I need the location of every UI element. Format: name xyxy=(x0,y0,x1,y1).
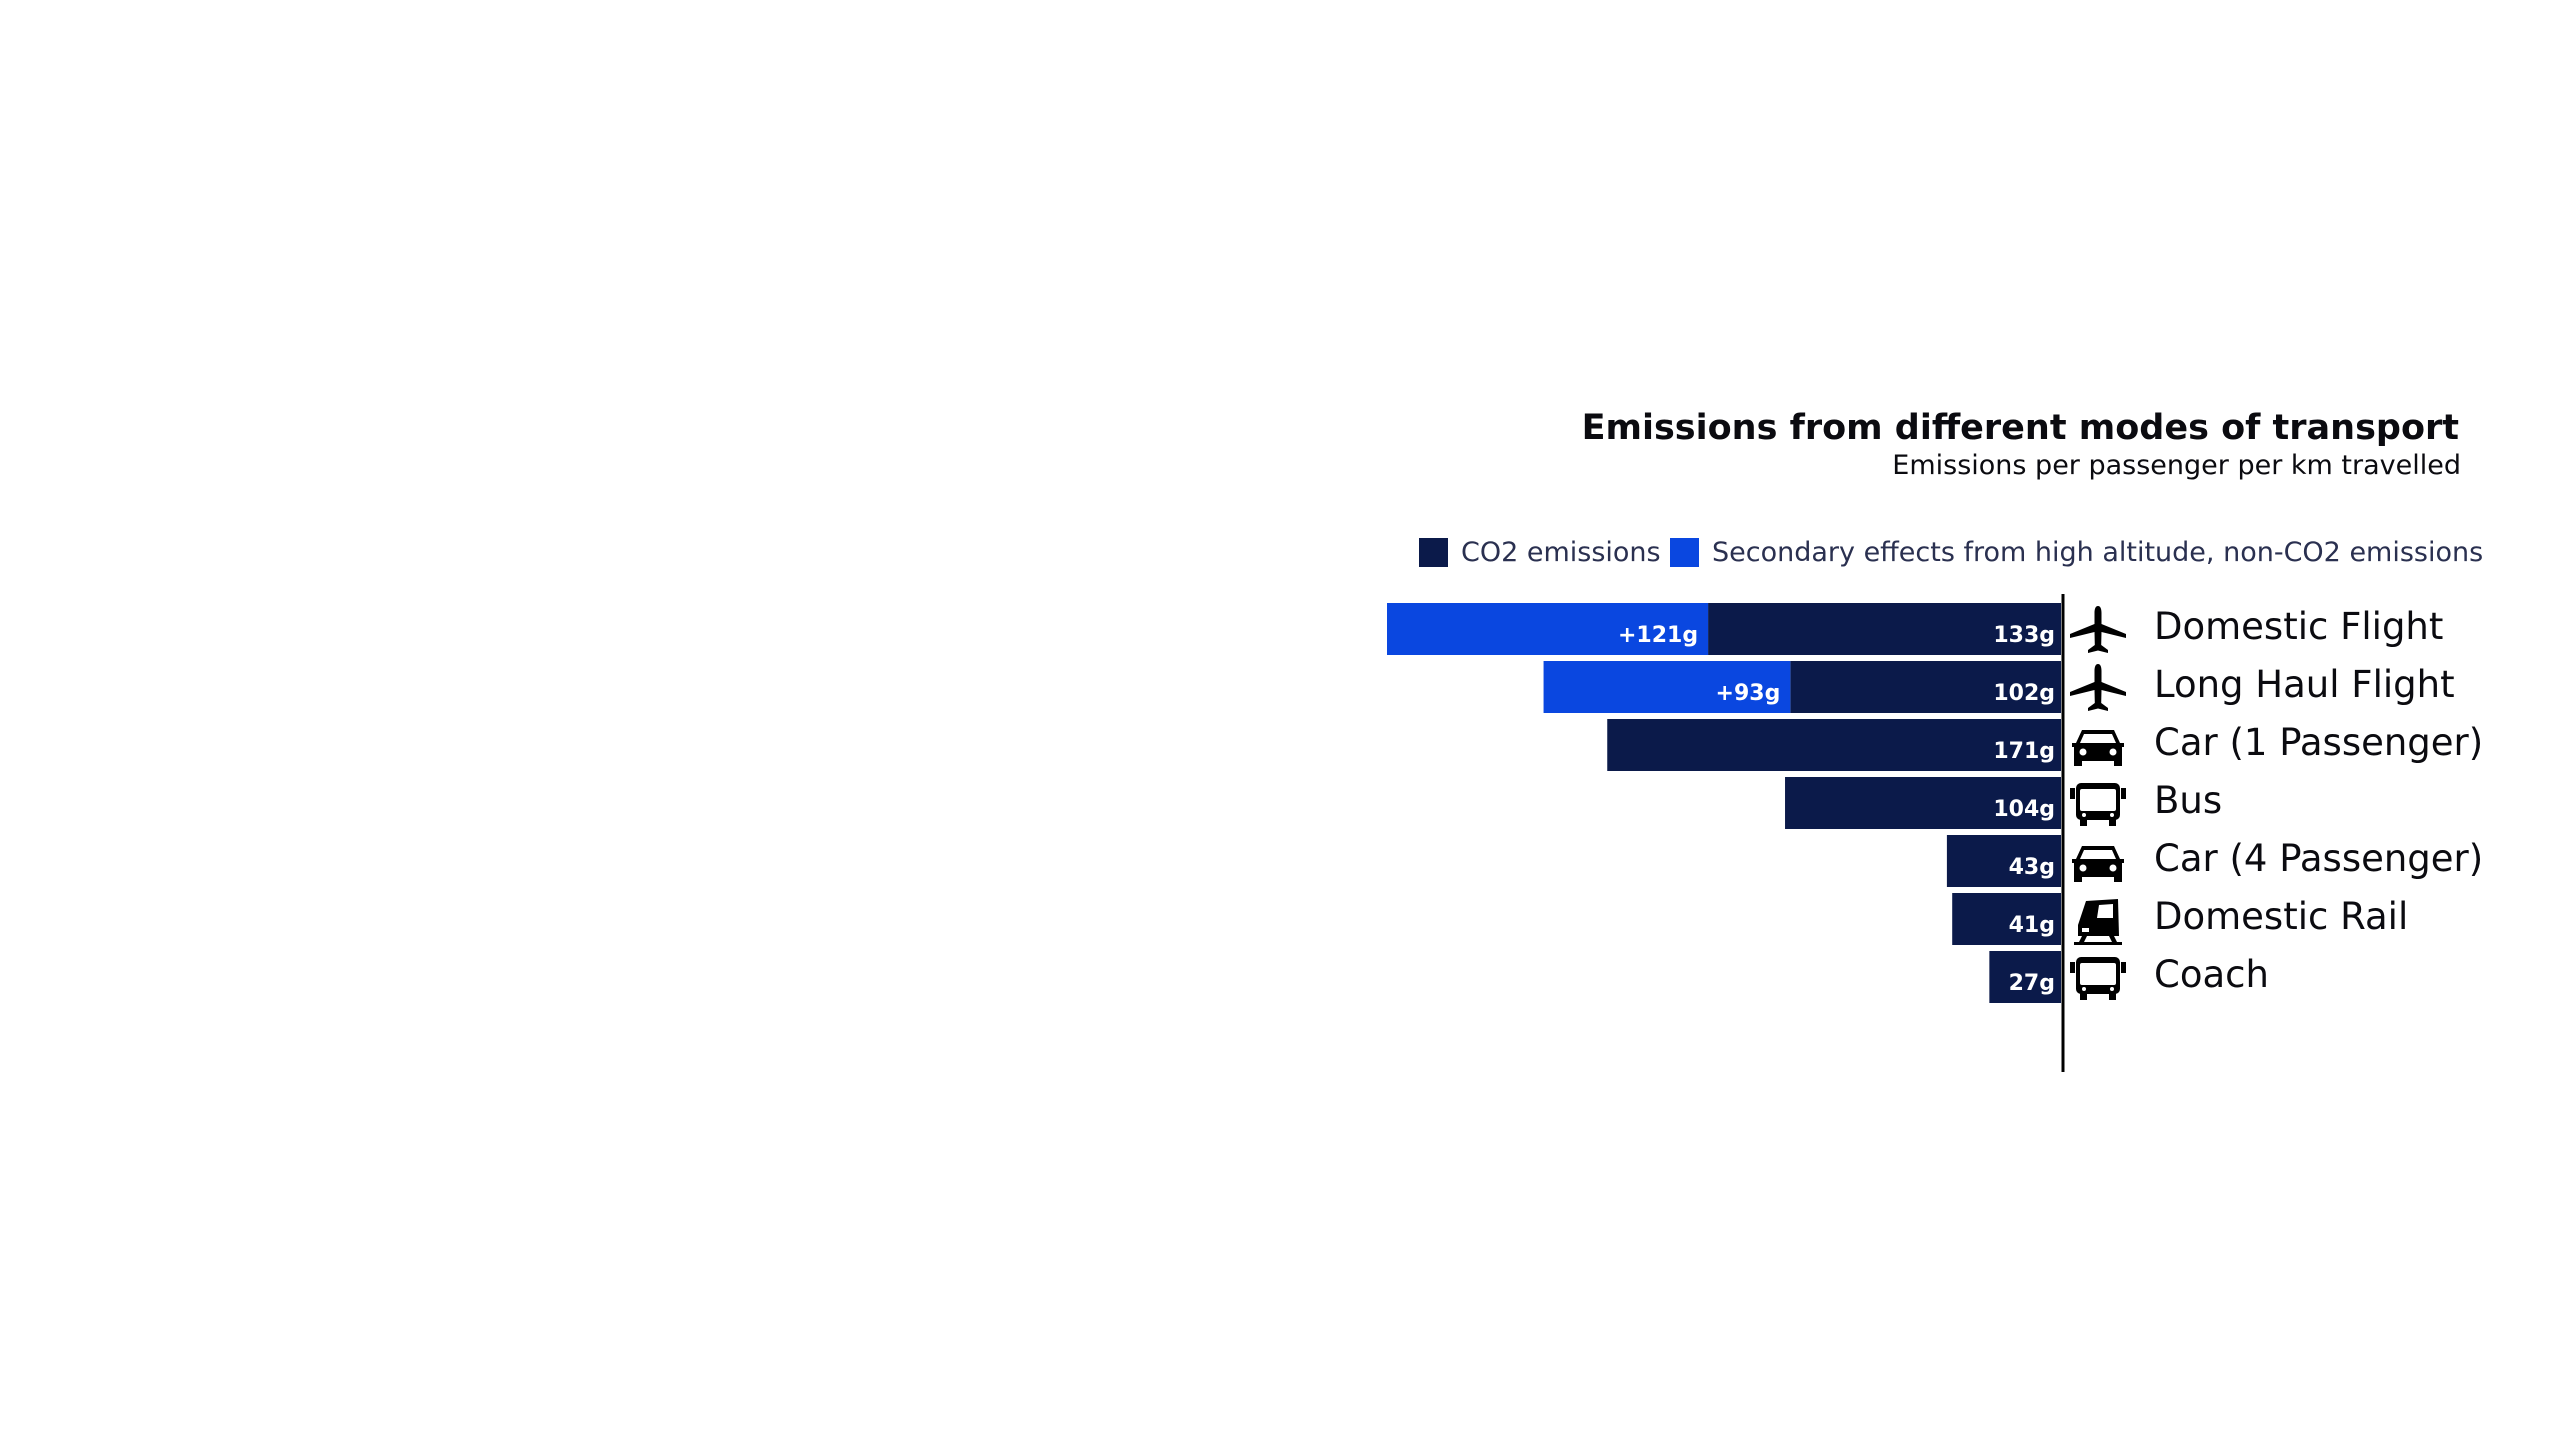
legend-label-co2: CO2 emissions xyxy=(1461,537,1661,568)
bar-co2-5 xyxy=(1952,893,2061,945)
category-label-5: Domestic Rail xyxy=(2154,895,2409,938)
airplane-icon xyxy=(2068,662,2128,714)
bar-co2-3 xyxy=(1785,777,2061,829)
data-label-secondary-1: +93g xyxy=(1716,681,1781,706)
bus-icon xyxy=(2068,778,2128,830)
data-label-co2-6: 27g xyxy=(2009,971,2055,996)
bus-icon xyxy=(2068,952,2128,1004)
train-icon xyxy=(2068,894,2128,946)
legend-label-secondary: Secondary effects from high altitude, no… xyxy=(1712,537,2484,568)
bar-co2-2 xyxy=(1607,719,2061,771)
data-label-co2-4: 43g xyxy=(2009,855,2055,880)
data-label-co2-5: 41g xyxy=(2009,913,2055,938)
legend-swatch-secondary xyxy=(1670,538,1699,567)
data-label-co2-2: 171g xyxy=(1993,739,2055,764)
chart-title: Emissions from different modes of transp… xyxy=(1581,408,2459,448)
bar-co2-4 xyxy=(1946,835,2061,887)
category-label-1: Long Haul Flight xyxy=(2154,663,2455,706)
data-label-co2-1: 102g xyxy=(1993,681,2055,706)
category-label-0: Domestic Flight xyxy=(2154,605,2444,648)
bar-secondary-1 xyxy=(1543,661,1791,713)
airplane-icon xyxy=(2068,604,2128,656)
bar-co2-1 xyxy=(1790,661,2061,713)
bar-co2-6 xyxy=(1989,951,2061,1003)
car-icon xyxy=(2068,836,2128,888)
category-label-4: Car (4 Passenger) xyxy=(2154,837,2484,880)
data-label-secondary-0: +121g xyxy=(1618,623,1698,648)
category-label-2: Car (1 Passenger) xyxy=(2154,721,2484,764)
data-label-co2-0: 133g xyxy=(1993,623,2055,648)
data-label-co2-3: 104g xyxy=(1993,797,2055,822)
category-label-6: Coach xyxy=(2154,953,2269,996)
chart-subtitle: Emissions per passenger per km travelled xyxy=(1892,450,2461,481)
legend-swatch-co2 xyxy=(1419,538,1448,567)
bar-secondary-0 xyxy=(1387,603,1709,655)
category-label-3: Bus xyxy=(2154,779,2223,822)
car-icon xyxy=(2068,720,2128,772)
bar-co2-0 xyxy=(1708,603,2061,655)
